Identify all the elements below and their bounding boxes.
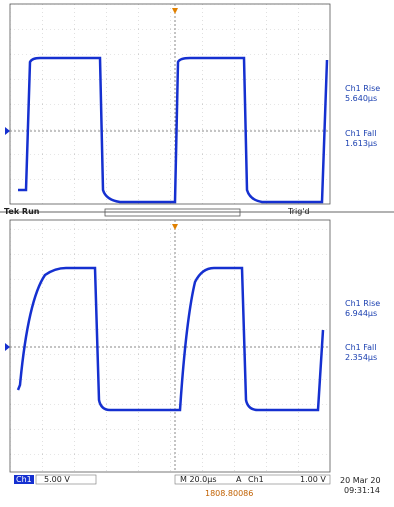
measurement-label: Ch1 Fall [345, 129, 377, 138]
footer-trigger-source: Ch1 [248, 475, 264, 484]
footer-timebase: M 20.0µs [180, 475, 217, 484]
measurement-value: 5.640µs [345, 94, 377, 103]
bottom-graticule [10, 220, 330, 472]
measurement-label: Ch1 Fall [345, 343, 377, 352]
footer-trigger-mode: A [236, 475, 241, 484]
footer-position: 1808.80086 [205, 489, 253, 498]
footer-channel: Ch1 [16, 475, 32, 484]
top-graticule [10, 4, 330, 204]
footer-date: 20 Mar 20 [340, 476, 381, 485]
run-state: Tek Run [4, 207, 39, 216]
footer-time: 09:31:14 [344, 486, 380, 495]
measurement-value: 1.613µs [345, 139, 377, 148]
measurement-label: Ch1 Rise [345, 299, 380, 308]
oscilloscope-screen: Ch1 Rise 5.640µs Ch1 Fall 1.613µs Tek Ru… [0, 0, 394, 507]
footer-scale: 5.00 V [44, 475, 70, 484]
footer-trigger-level: 1.00 V [300, 475, 326, 484]
measurement-value: 6.944µs [345, 309, 377, 318]
top-ground-marker [5, 127, 10, 135]
record-bar [105, 209, 240, 216]
scope-display [0, 0, 394, 507]
bottom-ground-marker [5, 343, 10, 351]
trigger-state: Trig'd [288, 207, 310, 216]
measurement-label: Ch1 Rise [345, 84, 380, 93]
measurement-value: 2.354µs [345, 353, 377, 362]
